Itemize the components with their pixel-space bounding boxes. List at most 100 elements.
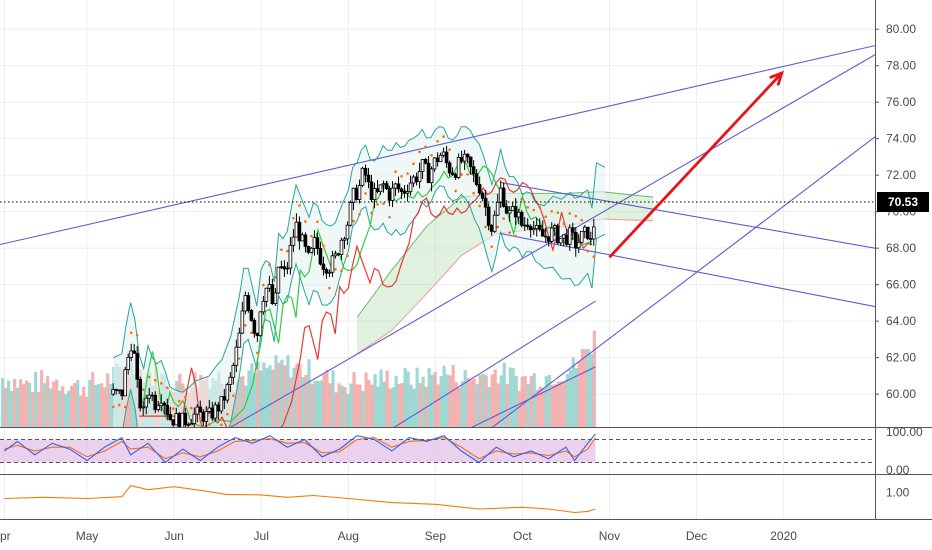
candle-body[interactable] [348,202,353,226]
candle-body[interactable] [435,157,440,163]
candle-body[interactable] [171,419,176,426]
candle-body[interactable] [414,176,419,183]
candle-body[interactable] [564,234,569,245]
candle-body[interactable] [273,292,278,305]
candle-body[interactable] [267,284,272,289]
candle-body[interactable] [450,172,455,175]
candle-body[interactable] [534,224,539,229]
candle-body[interactable] [177,413,182,429]
candle-body[interactable] [489,225,494,232]
candle-body[interactable] [117,389,121,392]
candle-body[interactable] [510,206,515,211]
time-axis[interactable]: pr May Jun Jul Aug Sep Oct Nov Dec 2020 [0,529,797,543]
candle-body[interactable] [336,253,341,256]
candle-body[interactable] [114,389,118,391]
candle-body[interactable] [264,287,269,302]
candle-body[interactable] [156,405,161,411]
candle-body[interactable] [495,202,500,216]
candle-body[interactable] [189,423,194,426]
candle-body[interactable] [183,412,188,426]
candle-body[interactable] [543,235,548,238]
candle-body[interactable] [522,224,527,227]
candle-body[interactable] [216,404,221,412]
candle-body[interactable] [390,187,395,201]
stochastic-pane[interactable] [0,433,875,464]
candle-body[interactable] [588,238,593,240]
candle-body[interactable] [294,221,299,238]
candle-body[interactable] [162,402,167,406]
candle-body[interactable] [315,237,320,249]
candle-body[interactable] [465,153,470,158]
candle-body[interactable] [555,225,560,244]
candle-body[interactable] [360,167,365,186]
candle-body[interactable] [300,234,305,242]
candle-body[interactable] [270,284,275,305]
candle-body[interactable] [159,402,164,407]
candle-body[interactable] [243,295,248,312]
candle-body[interactable] [351,187,356,203]
candle-body[interactable] [537,224,542,230]
candle-body[interactable] [366,174,371,183]
candle-body[interactable] [375,188,380,193]
candle-body[interactable] [123,369,127,397]
projection-arrow-shaft[interactable] [608,72,783,259]
candle-body[interactable] [132,350,137,354]
candle-body[interactable] [384,183,389,189]
candle-body[interactable] [153,394,158,411]
candle-body[interactable] [459,157,464,162]
trend-line[interactable] [500,181,875,249]
candle-body[interactable] [477,184,482,194]
candle-body[interactable] [585,226,590,239]
candle-body[interactable] [195,406,200,415]
candle-body[interactable] [357,185,362,200]
oscillator-pane[interactable] [4,484,596,514]
candle-body[interactable] [174,413,179,426]
candle-body[interactable] [129,350,134,358]
price-axis[interactable]: 80.0078.0076.0074.0072.0070.0068.0066.00… [875,22,923,500]
candle-body[interactable] [282,266,287,270]
trend-line[interactable] [366,300,596,445]
candle-body[interactable] [369,181,374,200]
candle-body[interactable] [180,412,185,428]
candle-body[interactable] [288,244,293,269]
candle-body[interactable] [165,404,170,415]
candle-body[interactable] [405,191,410,194]
candle-body[interactable] [561,234,566,239]
candle-body[interactable] [345,224,350,240]
candle-body[interactable] [516,211,521,218]
candle-body[interactable] [525,224,530,228]
candle-body[interactable] [528,226,533,231]
candle-body[interactable] [447,162,452,174]
candle-body[interactable] [279,266,284,268]
candle-body[interactable] [519,211,524,226]
candle-body[interactable] [486,206,491,226]
candle-body[interactable] [444,151,449,164]
candle-body[interactable] [408,182,413,193]
candle-body[interactable] [372,188,377,200]
candle-body[interactable] [150,394,155,397]
trend-line[interactable] [435,366,596,445]
candle-body[interactable] [399,188,404,192]
candle-body[interactable] [309,247,314,253]
candle-body[interactable] [420,159,425,172]
candle-body[interactable] [168,414,173,421]
candle-body[interactable] [432,157,437,170]
candle-body[interactable] [579,230,584,243]
candle-body[interactable] [186,424,191,426]
candle-body[interactable] [201,411,206,422]
candle-body[interactable] [429,168,434,184]
trend-line[interactable] [83,54,875,513]
candle-body[interactable] [240,310,245,334]
candle-body[interactable] [303,234,308,247]
candle-body[interactable] [234,346,239,366]
candle-body[interactable] [261,300,266,313]
candle-body[interactable] [213,404,218,419]
candle-body[interactable] [468,156,473,168]
candle-body[interactable] [531,228,536,231]
candle-body[interactable] [417,171,422,183]
candle-body[interactable] [462,153,467,162]
candle-body[interactable] [363,167,368,176]
candle-body[interactable] [192,413,197,424]
candle-body[interactable] [135,352,140,380]
trend-line[interactable] [500,233,875,308]
